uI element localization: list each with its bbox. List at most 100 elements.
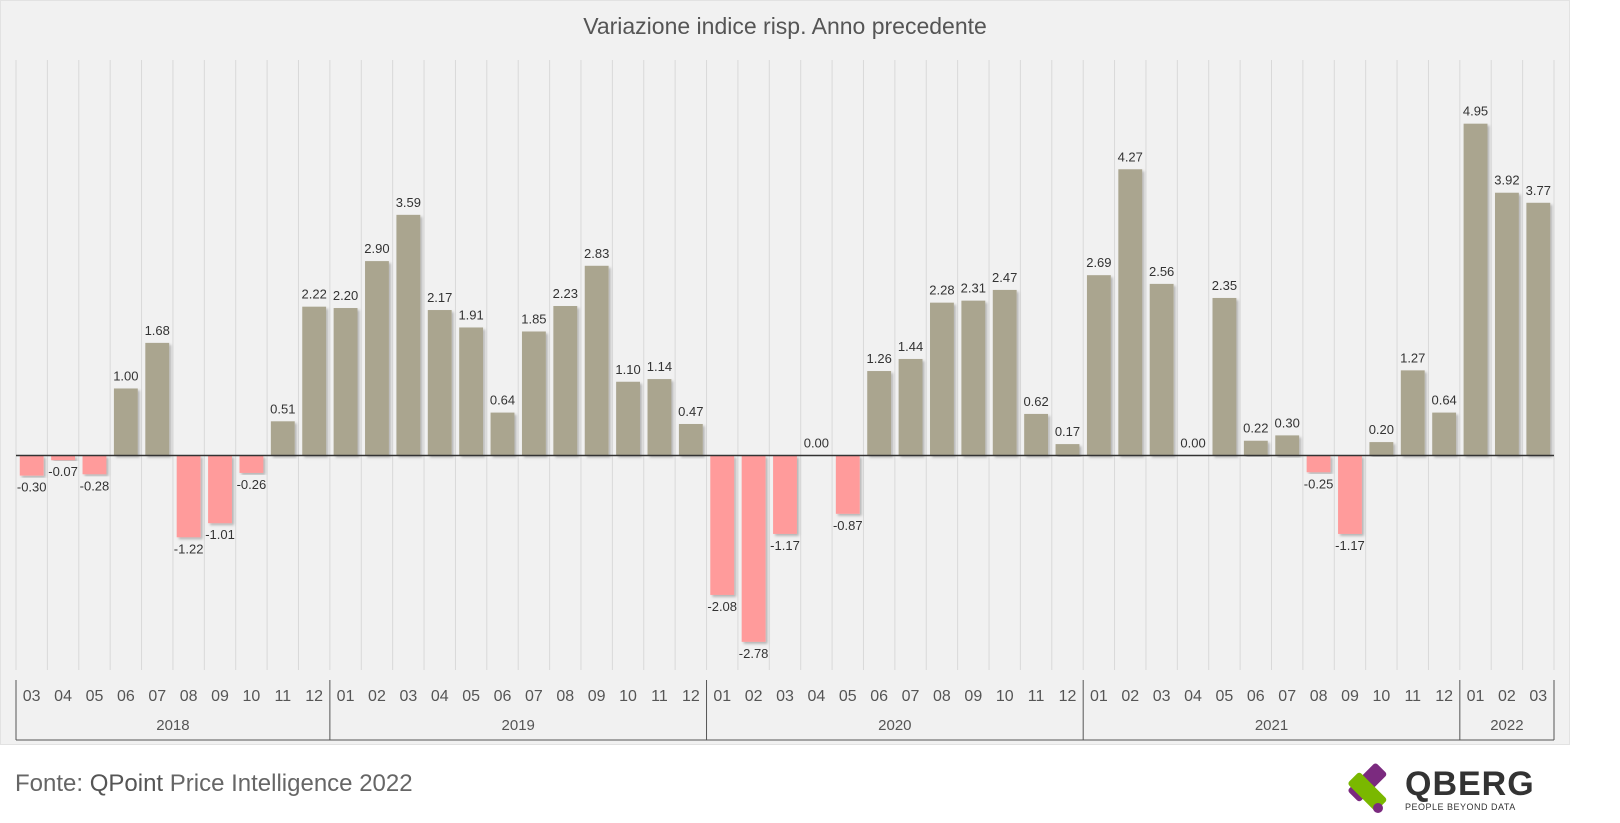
month-tick-label: 07: [148, 688, 166, 705]
bar: [1118, 169, 1143, 456]
bar: [616, 381, 640, 456]
value-labels: -0.30-0.07-0.28 1.00 1.68 -1.22-1.01 -0.26 0.…: [17, 104, 1551, 661]
bar-value-label: -0.26: [237, 477, 267, 492]
bar-value-label: 2.22: [302, 287, 327, 302]
bar: [1275, 435, 1300, 456]
bar-value-label: -2.78: [739, 646, 769, 661]
bar-value-label: 3.59: [396, 195, 421, 210]
bar: [1432, 412, 1457, 456]
bar-value-label: -2.08: [707, 599, 737, 614]
bar-value-label: -1.01: [205, 527, 235, 542]
bar: [1494, 192, 1519, 456]
bar-value-label: 2.17: [427, 290, 452, 305]
source-brand: QPoint: [89, 770, 164, 797]
month-tick-label: 10: [619, 688, 637, 705]
bar-value-label: 0.47: [678, 404, 703, 419]
bar-value-label: -1.17: [1335, 538, 1365, 553]
source-note: Fonte: QPoint Price Intelligence 2022: [15, 770, 413, 798]
bar: [710, 455, 735, 595]
month-tick-label: 11: [274, 688, 291, 705]
bar-value-label: 2.83: [584, 246, 609, 261]
bar-value-label: 0.62: [1023, 394, 1048, 409]
bar: [898, 358, 923, 456]
bar: [459, 327, 484, 456]
bar-value-label: -0.87: [833, 518, 863, 533]
bars: [19, 123, 1551, 642]
bar: [1086, 275, 1111, 456]
bar-value-label: 0.17: [1055, 424, 1080, 439]
month-tick-label: 01: [1467, 688, 1485, 705]
bar: [176, 455, 201, 538]
month-tick-label: 10: [996, 688, 1014, 705]
bar: [584, 265, 609, 456]
month-tick-label: 06: [117, 688, 135, 705]
bar-value-label: 0.30: [1275, 415, 1300, 430]
bar: [992, 289, 1017, 456]
qberg-logo: QBERG PEOPLE BEYOND DATA: [1348, 763, 1535, 813]
month-tick-label: 10: [243, 688, 261, 705]
bar: [1024, 413, 1049, 456]
bar-value-label: -1.22: [174, 541, 204, 556]
bar: [333, 308, 358, 456]
bar: [239, 455, 264, 473]
month-tick-label: 01: [1090, 688, 1108, 705]
bar: [365, 261, 389, 456]
month-tick-label: 06: [494, 688, 512, 705]
bar: [1526, 202, 1551, 456]
bar: [835, 455, 860, 514]
bar-value-label: 0.00: [1180, 435, 1205, 450]
month-tick-label: 12: [1059, 688, 1077, 705]
bar: [647, 379, 672, 456]
month-tick-label: 02: [1498, 688, 1516, 705]
bar-value-label: 0.22: [1243, 421, 1268, 436]
month-tick-label: 09: [588, 688, 606, 705]
month-tick-label: 03: [776, 688, 794, 705]
source-rest: Price Intelligence 2022: [163, 770, 413, 797]
bar: [961, 300, 986, 456]
bar: [427, 310, 452, 456]
logo-name: QBERG: [1405, 765, 1535, 803]
bar-value-label: -0.25: [1304, 476, 1334, 491]
chart-panel: [0, 0, 1570, 745]
month-tick-label: 01: [337, 688, 355, 705]
bar: [1463, 123, 1488, 456]
month-tick-label: 03: [23, 688, 41, 705]
bar: [145, 342, 170, 456]
month-tick-label: 07: [902, 688, 920, 705]
bar-value-label: 2.56: [1149, 264, 1174, 279]
bar: [113, 388, 138, 456]
bar-value-label: 0.64: [1431, 393, 1456, 408]
bar-value-label: 1.14: [647, 359, 672, 374]
bar-value-label: 1.27: [1400, 350, 1425, 365]
bar-value-label: 4.27: [1118, 149, 1143, 164]
bar: [1400, 370, 1425, 456]
month-tick-label: 05: [839, 688, 857, 705]
year-label: 2022: [1490, 717, 1523, 734]
bar-value-label: 0.51: [270, 401, 295, 416]
bar-value-label: 2.35: [1212, 278, 1237, 293]
month-tick-label: 02: [1121, 688, 1139, 705]
bar: [1149, 283, 1174, 456]
bar: [208, 455, 232, 524]
bar: [270, 421, 295, 456]
chart-title: Variazione indice risp. Anno precedente: [583, 13, 987, 39]
month-tick-label: 11: [651, 688, 668, 705]
bar-value-label: -0.07: [48, 464, 78, 479]
bar: [1212, 297, 1237, 456]
month-tick-label: 02: [745, 688, 763, 705]
bar: [521, 331, 546, 456]
logo-mark-icon: [1348, 763, 1387, 813]
month-tick-label: 08: [556, 688, 574, 705]
bar-value-label: 2.20: [333, 288, 358, 303]
bar-value-label: 2.23: [553, 286, 578, 301]
month-tick-label: 03: [1529, 688, 1547, 705]
bar-value-label: -1.17: [770, 538, 800, 553]
bar-value-label: 1.85: [521, 311, 546, 326]
gridlines: [15, 60, 1555, 670]
month-tick-label: 07: [1278, 688, 1296, 705]
month-tick-label: 09: [211, 688, 229, 705]
bar-value-label: 1.68: [145, 323, 170, 338]
bar-value-label: 0.64: [490, 393, 515, 408]
month-tick-label: 03: [399, 688, 417, 705]
month-tick-label: 05: [86, 688, 104, 705]
